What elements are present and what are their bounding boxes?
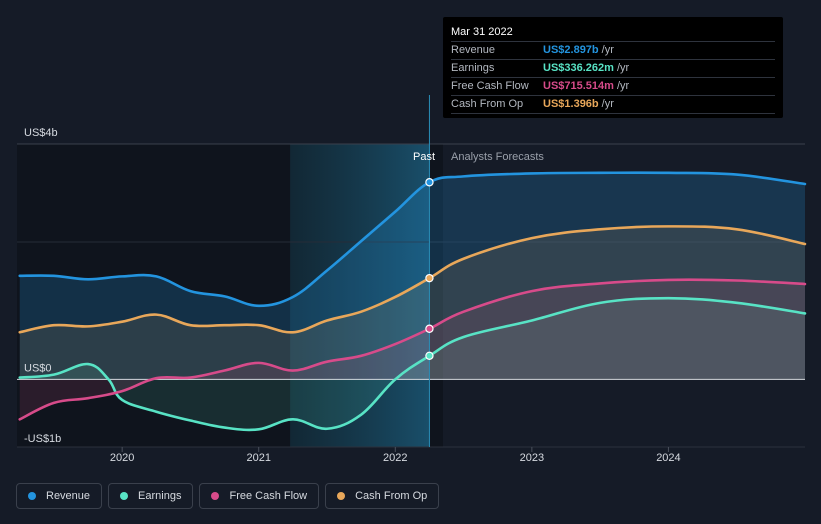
tooltip-value: US$336.262m	[543, 62, 614, 74]
tooltip-value: US$1.396b	[543, 98, 599, 110]
tooltip-label: Revenue	[451, 44, 496, 56]
y-label-bottom: -US$1b	[24, 433, 61, 445]
tooltip-label: Cash From Op	[451, 98, 524, 110]
marker-earnings	[425, 351, 434, 361]
legend-label: Cash From Op	[355, 490, 428, 502]
x-tick-label: 2021	[246, 452, 270, 464]
forecast-band	[290, 144, 430, 447]
legend-label: Free Cash Flow	[229, 490, 308, 502]
area-cash-from-op	[19, 226, 805, 380]
tooltip-value: US$715.514m	[543, 80, 614, 92]
legend-earnings[interactable]: Earnings	[108, 483, 194, 509]
legend-label: Revenue	[46, 490, 91, 502]
y-label-top: US$4b	[24, 127, 58, 139]
tooltip-value: US$2.897b	[543, 44, 599, 56]
legend-dot-icon	[28, 492, 36, 500]
tooltip-row-cash-from-op: Cash From Op US$1.396b /yr	[451, 96, 775, 114]
tooltip-unit: /yr	[616, 62, 630, 74]
line-revenue	[18, 171, 807, 308]
area-free-cash-flow	[19, 279, 805, 420]
x-tick-label: 2022	[383, 452, 407, 464]
tooltip-label: Free Cash Flow	[451, 80, 529, 92]
marker-free-cash-flow	[425, 324, 434, 333]
tooltip-label: Earnings	[451, 62, 495, 74]
tooltip-unit: /yr	[616, 80, 630, 92]
tooltip-row-free-cash-flow: Free Cash Flow US$715.514m /yr	[451, 78, 775, 96]
marker-revenue	[425, 178, 434, 187]
tooltip-unit: /yr	[601, 44, 614, 56]
legend-dot-icon	[337, 492, 346, 500]
tooltip-row-revenue: Revenue US$2.897b /yr	[451, 42, 775, 60]
line-free-cash-flow	[18, 278, 807, 421]
legend-free-cash-flow[interactable]: Free Cash Flow	[199, 483, 320, 509]
x-tick-label: 2023	[520, 452, 544, 464]
region-past-label: Past	[413, 151, 435, 163]
line-cash-from-op	[18, 225, 807, 334]
legend-dot-icon	[211, 492, 220, 500]
tooltip-row-earnings: Earnings US$336.262m /yr	[451, 60, 775, 78]
legend-cash-from-op[interactable]: Cash From Op	[325, 483, 440, 509]
area-revenue	[19, 172, 805, 380]
tooltip-date: Mar 31 2022	[451, 24, 775, 42]
tooltip-unit: /yr	[601, 98, 614, 110]
legend-dot-icon	[120, 492, 129, 500]
x-tick-label: 2024	[656, 452, 680, 464]
line-earnings	[18, 296, 807, 432]
y-label-zero: US$0	[24, 362, 52, 374]
data-tooltip: Mar 31 2022 Revenue US$2.897b /yr Earnin…	[443, 17, 783, 118]
area-earnings	[19, 298, 805, 430]
region-forecast-label: Analysts Forecasts	[451, 151, 544, 163]
chart-legend: Revenue Earnings Free Cash Flow Cash Fro…	[16, 483, 440, 511]
x-tick-label: 2020	[110, 452, 134, 464]
marker-cash-from-op	[425, 273, 434, 283]
legend-revenue[interactable]: Revenue	[16, 483, 103, 509]
legend-label: Earnings	[138, 490, 182, 502]
